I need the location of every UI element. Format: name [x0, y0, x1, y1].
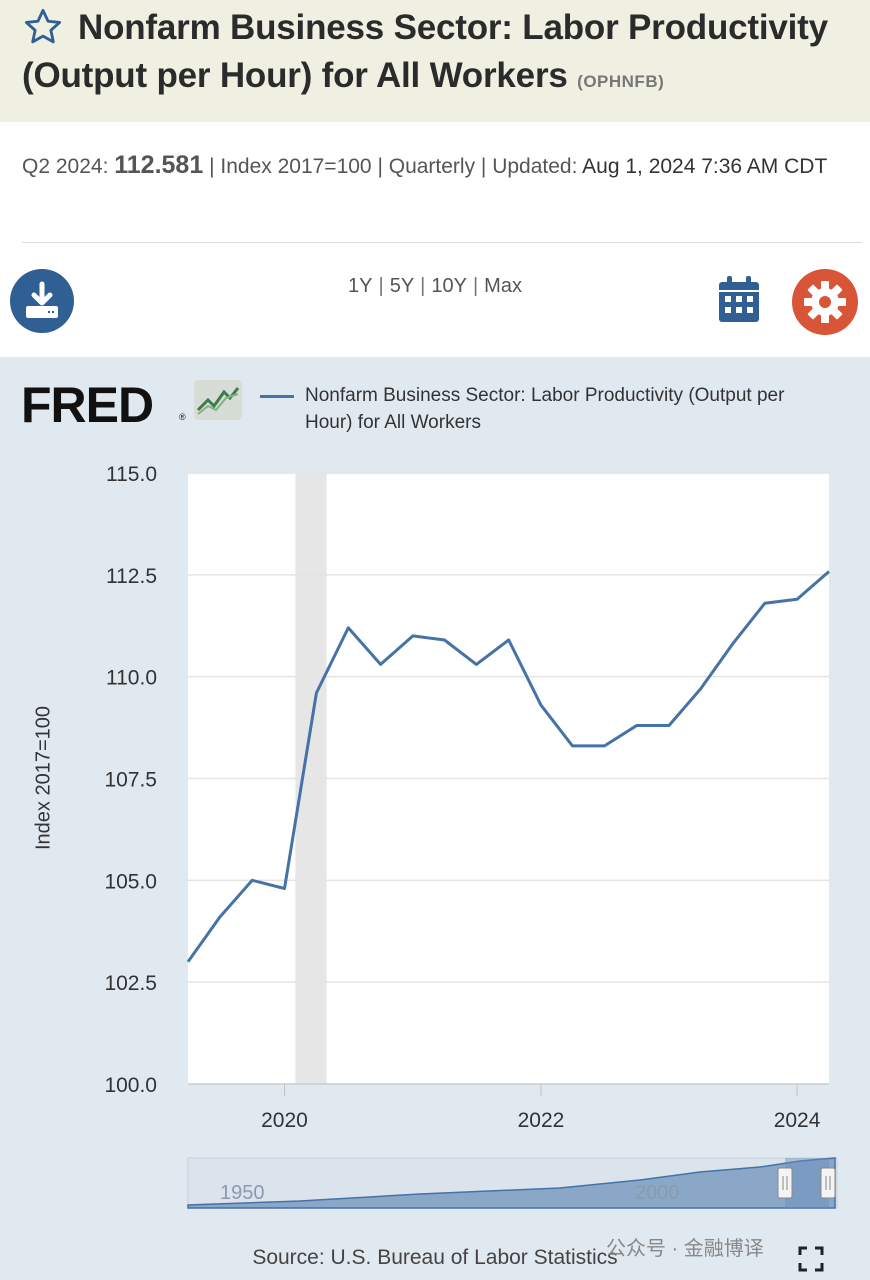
y-tick-label: 105.0 — [104, 870, 157, 893]
star-icon[interactable] — [22, 6, 64, 48]
range-10y[interactable]: 10Y — [431, 275, 467, 297]
legend-label: Nonfarm Business Sector: Labor Productiv… — [305, 385, 785, 433]
gear-icon — [804, 281, 846, 323]
registered-mark: ® — [179, 412, 186, 422]
legend-swatch — [260, 395, 294, 398]
settings-button[interactable] — [792, 269, 858, 335]
navigator-label: 2000 — [635, 1182, 680, 1204]
y-tick-label: 100.0 — [104, 1074, 157, 1097]
y-tick-label: 112.5 — [106, 565, 157, 588]
range-separator: | — [472, 275, 479, 297]
range-separator: | — [378, 275, 384, 297]
fred-graph-icon — [194, 380, 242, 420]
range-5y[interactable]: 5Y — [389, 275, 415, 297]
x-tick-label: 2022 — [518, 1109, 565, 1132]
title-label: Nonfarm Business Sector: Labor Productiv… — [22, 8, 828, 95]
y-tick-label: 107.5 — [104, 769, 157, 792]
calendar-button[interactable] — [715, 274, 763, 326]
y-tick-label: 110.0 — [106, 667, 157, 690]
series-id: (OPHNFB) — [577, 72, 665, 91]
units-text: | Index 2017=100 | Quarterly | Updated: — [209, 155, 578, 178]
x-tick-label: 2024 — [774, 1109, 821, 1132]
range-max[interactable]: Max — [484, 275, 522, 297]
updated-date: Aug 1, 2024 7:36 AM CDT — [582, 155, 828, 178]
divider — [22, 242, 862, 243]
page-title: Nonfarm Business Sector: Labor Productiv… — [22, 4, 867, 106]
range-1y[interactable]: 1Y — [348, 275, 373, 297]
series-line — [186, 570, 830, 963]
navigator-handle — [777, 1167, 793, 1199]
navigator-label: 1950 — [220, 1182, 265, 1204]
calendar-icon — [719, 276, 759, 322]
source-note: Source: U.S. Bureau of Labor Statistics — [252, 1246, 618, 1269]
fullscreen-icon[interactable] — [798, 1246, 824, 1272]
y-tick-label: 115.0 — [106, 463, 157, 486]
latest-value: 112.581 — [114, 151, 204, 179]
range-selector: 1Y | 5Y | 10Y | Max — [250, 275, 620, 298]
y-tick-label: 102.5 — [104, 972, 157, 995]
title-bar: Nonfarm Business Sector: Labor Productiv… — [0, 0, 870, 122]
watermark: 公众号 · 金融博译 — [606, 1238, 764, 1260]
series-meta: Q2 2024: 112.581 | Index 2017=100 | Quar… — [22, 146, 852, 186]
x-tick-label: 2020 — [261, 1109, 308, 1132]
download-button[interactable] — [10, 269, 74, 333]
download-icon — [26, 281, 58, 318]
navigator-series — [187, 1157, 836, 1209]
chart-plot[interactable]: 100.0 102.5 105.0 107.5 110.0 112.5 115.0 2020 2… — [0, 440, 870, 1230]
range-separator: | — [420, 275, 426, 297]
fred-logo: FRED — [21, 377, 154, 433]
navigator-handle — [820, 1167, 836, 1199]
period-label: Q2 2024: — [22, 155, 109, 178]
